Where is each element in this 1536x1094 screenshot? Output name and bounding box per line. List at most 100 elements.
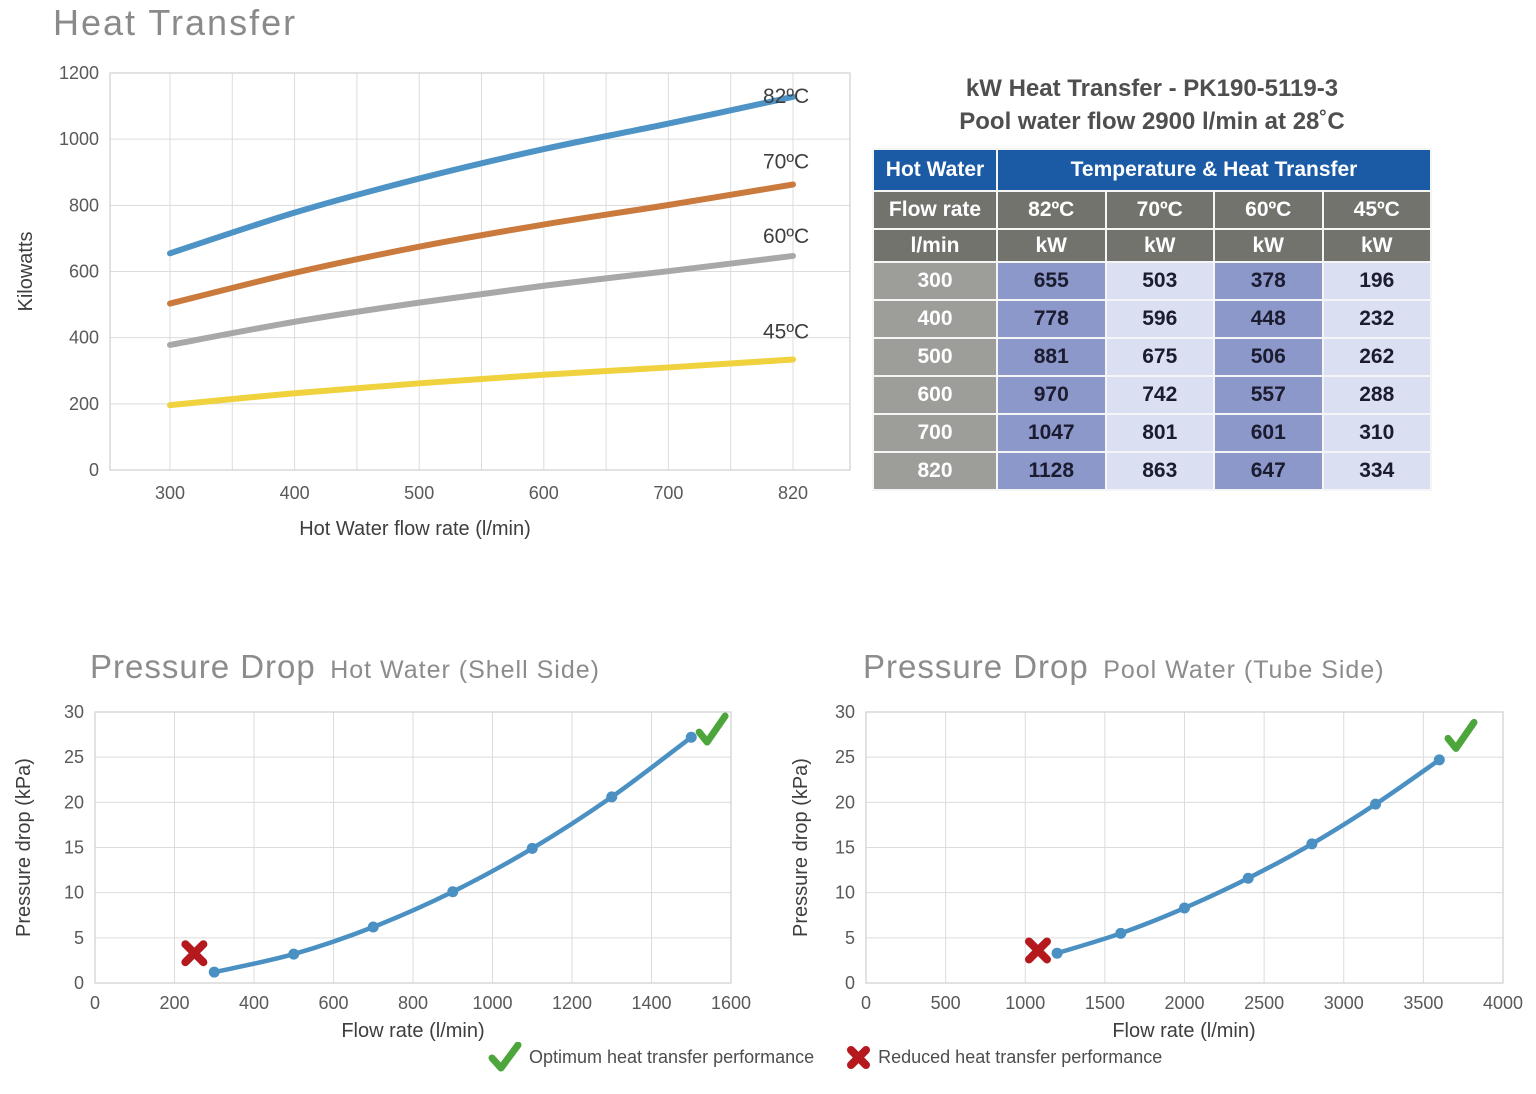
cross-icon <box>847 1045 871 1069</box>
svg-text:1500: 1500 <box>1085 993 1125 1013</box>
pressure-drop-tube-side-chart: 0 5 10 15 20 25 30 0 500 1000 1500 2000 2500 3000 3500… <box>790 702 1523 1042</box>
cell-kw: 1128 <box>996 451 1107 491</box>
legend-optimum-label: Optimum heat transfer performance <box>529 1046 815 1067</box>
svg-text:0: 0 <box>861 993 871 1013</box>
cell-kw: 288 <box>1321 375 1432 415</box>
svg-text:5: 5 <box>845 928 855 948</box>
cell-kw: 503 <box>1104 261 1215 301</box>
series-label-60ºC: 60ºC <box>763 225 809 248</box>
series-line-pressure-drop <box>212 735 694 975</box>
table-header-hot-water: Hot Water <box>872 148 998 192</box>
pressure-drop-left-title: Pressure Drop Hot Water (Shell Side) <box>90 648 600 686</box>
svg-text:1200: 1200 <box>552 993 592 1013</box>
cross-icon <box>1024 937 1051 964</box>
svg-text:400: 400 <box>280 483 310 503</box>
svg-text:2500: 2500 <box>1244 993 1284 1013</box>
pressure-drop-right-title-main: Pressure Drop <box>863 648 1089 685</box>
cell-kw: 655 <box>996 261 1107 301</box>
table-row: 300 655 503 378 196 <box>872 261 1432 301</box>
svg-text:200: 200 <box>69 394 99 414</box>
plot-area: 0 5 10 15 20 25 30 0 200 400 600 800 1000 1200 1400 160… <box>13 702 751 1042</box>
cell-kw: 378 <box>1213 261 1324 301</box>
cell-kw: 334 <box>1321 451 1432 491</box>
y-axis-label: Kilowatts <box>15 231 37 311</box>
table-row: 700 1047 801 601 310 <box>872 413 1432 453</box>
cell-flow-rate: 300 <box>872 261 998 301</box>
x-axis-label: Flow rate (l/min) <box>1112 1020 1255 1042</box>
y-axis-label: Pressure drop (kPa) <box>13 758 35 937</box>
svg-text:3000: 3000 <box>1324 993 1364 1013</box>
units-lmin: l/min <box>872 228 998 263</box>
x-axis-label: Hot Water flow rate (l/min) <box>299 518 531 540</box>
series-label-82ºC: 82ºC <box>763 85 809 108</box>
data-points <box>1051 754 1445 959</box>
check-icon <box>1444 718 1478 752</box>
series-line-pressure-drop <box>1054 757 1442 956</box>
table-title-line2: Pool water flow 2900 l/min at 28˚C <box>959 108 1345 135</box>
cell-kw: 557 <box>1213 375 1324 415</box>
cell-kw: 196 <box>1321 261 1432 301</box>
cell-flow-rate: 600 <box>872 375 998 415</box>
cell-kw: 863 <box>1104 451 1215 491</box>
series-label-70ºC: 70ºC <box>763 150 809 173</box>
series-line-60ºC <box>167 252 796 348</box>
plot-area: 0 200 400 600 800 1000 1200 300 400 500 600 700 820 8… <box>15 63 851 540</box>
heat-transfer-chart: 0 200 400 600 800 1000 1200 300 400 500 600 700 820 8… <box>15 63 851 540</box>
table-title-line1: kW Heat Transfer - PK190-5119-3 <box>965 75 1339 102</box>
cell-flow-rate: 820 <box>872 451 998 491</box>
svg-text:0: 0 <box>74 973 84 993</box>
svg-text:300: 300 <box>155 483 185 503</box>
table-row: 400 778 596 448 232 <box>872 299 1432 339</box>
svg-text:1600: 1600 <box>711 993 751 1013</box>
pressure-drop-shell-side-chart: 0 5 10 15 20 25 30 0 200 400 600 800 1000 1200 1400 160… <box>13 702 751 1042</box>
page-title: Heat Transfer <box>53 2 298 43</box>
series-line-70ºC <box>167 181 796 307</box>
subheader-temp: 70ºC <box>1104 190 1215 230</box>
cell-kw: 448 <box>1213 299 1324 339</box>
svg-text:20: 20 <box>64 792 84 812</box>
pressure-drop-right-title-sub: Pool Water (Tube Side) <box>1103 656 1385 684</box>
svg-text:400: 400 <box>69 328 99 348</box>
svg-text:500: 500 <box>404 483 434 503</box>
svg-text:25: 25 <box>835 747 855 767</box>
pressure-drop-left-title-main: Pressure Drop <box>90 648 316 685</box>
svg-text:30: 30 <box>64 702 84 722</box>
cross-icon <box>181 940 208 967</box>
table-row: 500 881 675 506 262 <box>872 337 1432 377</box>
svg-text:600: 600 <box>529 483 559 503</box>
cell-kw: 506 <box>1213 337 1324 377</box>
units-kw: kW <box>996 228 1107 263</box>
cell-kw: 801 <box>1104 413 1215 453</box>
svg-text:5: 5 <box>74 928 84 948</box>
svg-text:1000: 1000 <box>1005 993 1045 1013</box>
cell-kw: 1047 <box>996 413 1107 453</box>
y-axis-label: Pressure drop (kPa) <box>790 758 812 937</box>
svg-text:3500: 3500 <box>1403 993 1443 1013</box>
cell-kw: 675 <box>1104 337 1215 377</box>
cell-kw: 310 <box>1321 413 1432 453</box>
svg-text:600: 600 <box>69 262 99 282</box>
cell-kw: 647 <box>1213 451 1324 491</box>
cell-kw: 262 <box>1321 337 1432 377</box>
cell-kw: 232 <box>1321 299 1432 339</box>
svg-text:600: 600 <box>318 993 348 1013</box>
svg-text:2000: 2000 <box>1164 993 1204 1013</box>
cell-kw: 601 <box>1213 413 1324 453</box>
svg-text:1000: 1000 <box>472 993 512 1013</box>
units-kw: kW <box>1321 228 1432 263</box>
check-icon <box>488 1042 522 1072</box>
subheader-temp: 82ºC <box>996 190 1107 230</box>
series-line-82ºC <box>167 93 796 257</box>
x-axis-label: Flow rate (l/min) <box>341 1020 484 1042</box>
cell-kw: 778 <box>996 299 1107 339</box>
pressure-drop-left-title-sub: Hot Water (Shell Side) <box>330 656 600 684</box>
svg-text:0: 0 <box>845 973 855 993</box>
svg-text:15: 15 <box>835 838 855 858</box>
table-units-row: l/min kW kW kW kW <box>872 228 1432 263</box>
pressure-drop-right-title: Pressure Drop Pool Water (Tube Side) <box>863 648 1385 686</box>
cell-kw: 881 <box>996 337 1107 377</box>
cell-flow-rate: 500 <box>872 337 998 377</box>
svg-text:10: 10 <box>835 883 855 903</box>
svg-text:500: 500 <box>931 993 961 1013</box>
